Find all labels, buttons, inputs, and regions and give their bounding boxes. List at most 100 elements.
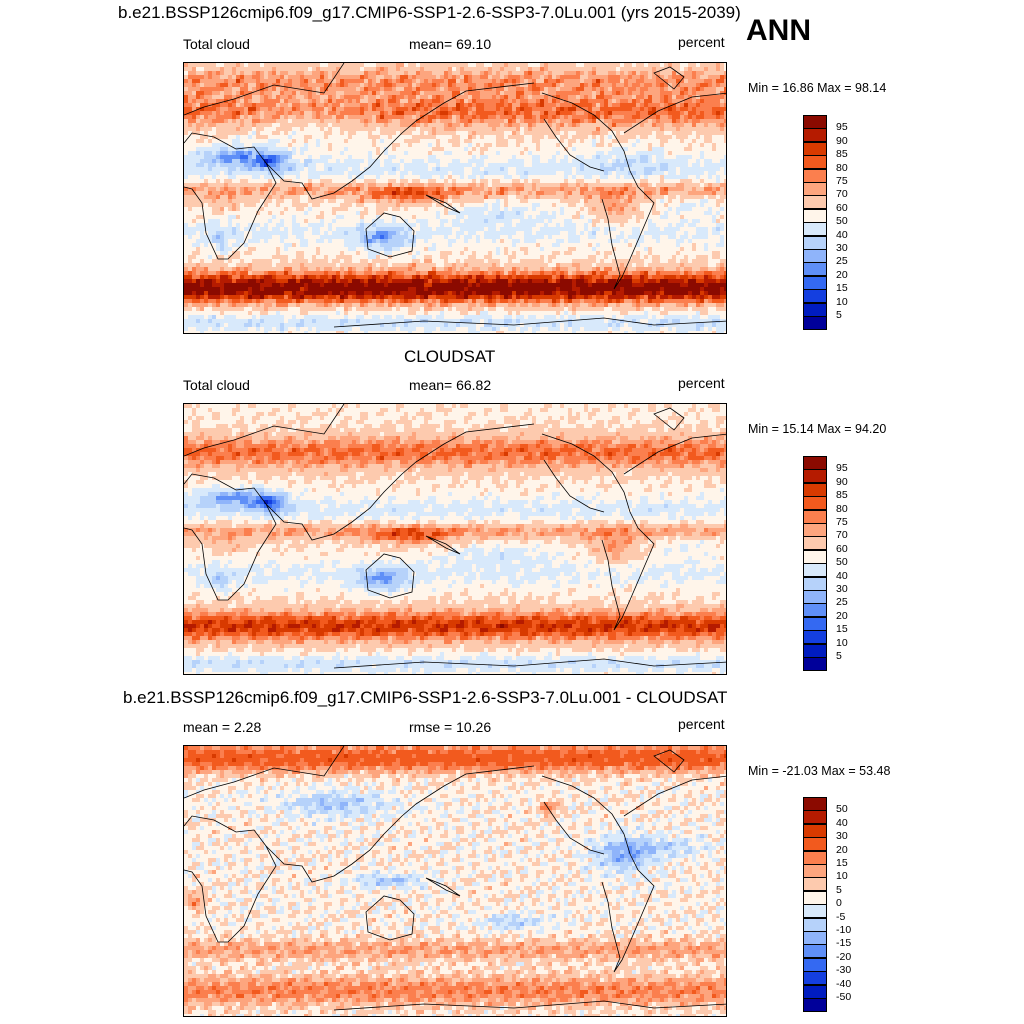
panel-2-variable-label: Total cloud (183, 377, 250, 393)
colorbar-tick-label: -10 (836, 925, 851, 936)
panel-2-minmax: Min = 15.14 Max = 94.20 (748, 422, 886, 436)
colorbar-swatch (803, 797, 827, 811)
colorbar-tick-label: 30 (836, 831, 848, 842)
colorbar-swatch (803, 275, 827, 290)
colorbar-tick-label: 50 (836, 804, 848, 815)
map-field (184, 63, 726, 333)
panel-2-map (183, 403, 727, 675)
colorbar-tick-label: 85 (836, 490, 848, 501)
colorbar-swatch (803, 810, 827, 825)
panel-3-rmse-label: rmse = 10.26 (409, 719, 491, 735)
colorbar-swatch (803, 563, 827, 578)
colorbar-tick-label: 0 (836, 898, 842, 909)
colorbar-swatch (803, 998, 827, 1012)
colorbar-tick-label: -30 (836, 965, 851, 976)
colorbar-swatch (803, 984, 827, 999)
panel-1-colorbar: 95 90 85 80 75 70 60 50 40 30 25 20 15 10 5 (803, 115, 848, 330)
colorbar-tick-label: 40 (836, 570, 848, 582)
panel-3-title: b.e21.BSSP126cmip6.f09_g17.CMIP6-SSP1-2.… (123, 688, 727, 708)
colorbar-swatch (803, 316, 827, 330)
colorbar-tick-label: 60 (836, 202, 848, 214)
colorbar-swatch (803, 155, 827, 170)
colorbar-swatch (803, 523, 827, 537)
panel-2-units-label: percent (678, 375, 725, 391)
colorbar-swatch (803, 576, 827, 591)
coastline (425, 535, 461, 555)
coastline (333, 1000, 726, 1011)
panel-3-mean-label: mean = 2.28 (183, 719, 261, 735)
colorbar-tick-label: 30 (836, 584, 848, 595)
colorbar-swatch (803, 877, 827, 892)
colorbar-swatch (803, 235, 827, 250)
colorbar-tick-label: 15 (836, 283, 848, 294)
colorbar-swatch (803, 971, 827, 986)
colorbar-tick-label: 95 (836, 463, 848, 474)
panel-2-title: CLOUDSAT (404, 347, 495, 367)
colorbar-swatch (803, 141, 827, 156)
coastline (333, 658, 726, 669)
colorbar-tick-label: 10 (836, 871, 848, 882)
coastline (184, 63, 345, 116)
colorbar-swatch (803, 496, 827, 511)
panel-3-minmax: Min = -21.03 Max = 53.48 (748, 764, 890, 778)
coastline (541, 433, 655, 631)
coastline (333, 317, 726, 328)
panel-1-variable-label: Total cloud (183, 36, 250, 52)
colorbar-tick-label: 75 (836, 517, 848, 528)
colorbar-swatch (803, 850, 827, 865)
coastline (265, 765, 535, 883)
colorbar-tick-label: 95 (836, 122, 848, 133)
panel-3-colorbar: 50 40 30 20 15 10 5 0 -5 -10 -15 -20 -30 -40 -50 (803, 797, 851, 1012)
coastline (653, 749, 685, 773)
panel-1-map (183, 62, 727, 334)
colorbar-tick-label: 80 (836, 162, 848, 174)
panel-1-title: b.e21.BSSP126cmip6.f09_g17.CMIP6-SSP1-2.… (118, 3, 741, 23)
coastline (425, 877, 461, 897)
colorbar-tick-label: 25 (836, 256, 848, 267)
colorbar-swatch (803, 657, 827, 671)
panel-2-mean-label: mean= 66.82 (409, 377, 491, 393)
colorbar-swatch (803, 917, 827, 932)
colorbar-tick-label: 40 (836, 229, 848, 241)
colorbar-tick-label: 5 (836, 884, 842, 896)
colorbar-tick-label: 5 (836, 651, 842, 662)
coastline (184, 815, 277, 943)
colorbar-tick-label: 50 (836, 216, 848, 227)
map-field (184, 404, 726, 674)
colorbar-swatch (803, 904, 827, 919)
colorbar-tick-label: 90 (836, 476, 848, 488)
colorbar-swatch (803, 182, 827, 196)
coastline (541, 92, 655, 290)
colorbar-swatch (803, 837, 827, 852)
panel-1-minmax: Min = 16.86 Max = 98.14 (748, 81, 886, 95)
colorbar-tick-label: -5 (836, 911, 845, 923)
coastline (365, 212, 415, 258)
colorbar-swatch (803, 262, 827, 277)
season-label: ANN (746, 14, 811, 48)
colorbar-tick-label: -40 (836, 978, 851, 990)
colorbar-tick-label: 40 (836, 817, 848, 829)
colorbar-tick-label: 20 (836, 610, 848, 622)
coastline (184, 132, 277, 260)
coastline (184, 473, 277, 601)
map-field (184, 746, 726, 1016)
colorbar-swatch (803, 823, 827, 838)
coastline (265, 82, 535, 200)
colorbar-swatch (803, 115, 827, 129)
colorbar-swatch (803, 195, 827, 210)
colorbar-swatch (803, 482, 827, 497)
colorbar-swatch (803, 931, 827, 945)
coastline (541, 775, 655, 973)
colorbar-swatch (803, 864, 827, 878)
colorbar-swatch (803, 222, 827, 237)
colorbar-tick-label: -20 (836, 951, 851, 963)
colorbar-swatch (803, 208, 827, 223)
coastline (543, 118, 605, 172)
colorbar-tick-label: 15 (836, 858, 848, 869)
colorbar-tick-label: 50 (836, 557, 848, 568)
coastline (365, 895, 415, 941)
coastline (623, 775, 726, 817)
colorbar-tick-label: 80 (836, 503, 848, 515)
colorbar-swatch (803, 957, 827, 972)
coastline (265, 423, 535, 541)
